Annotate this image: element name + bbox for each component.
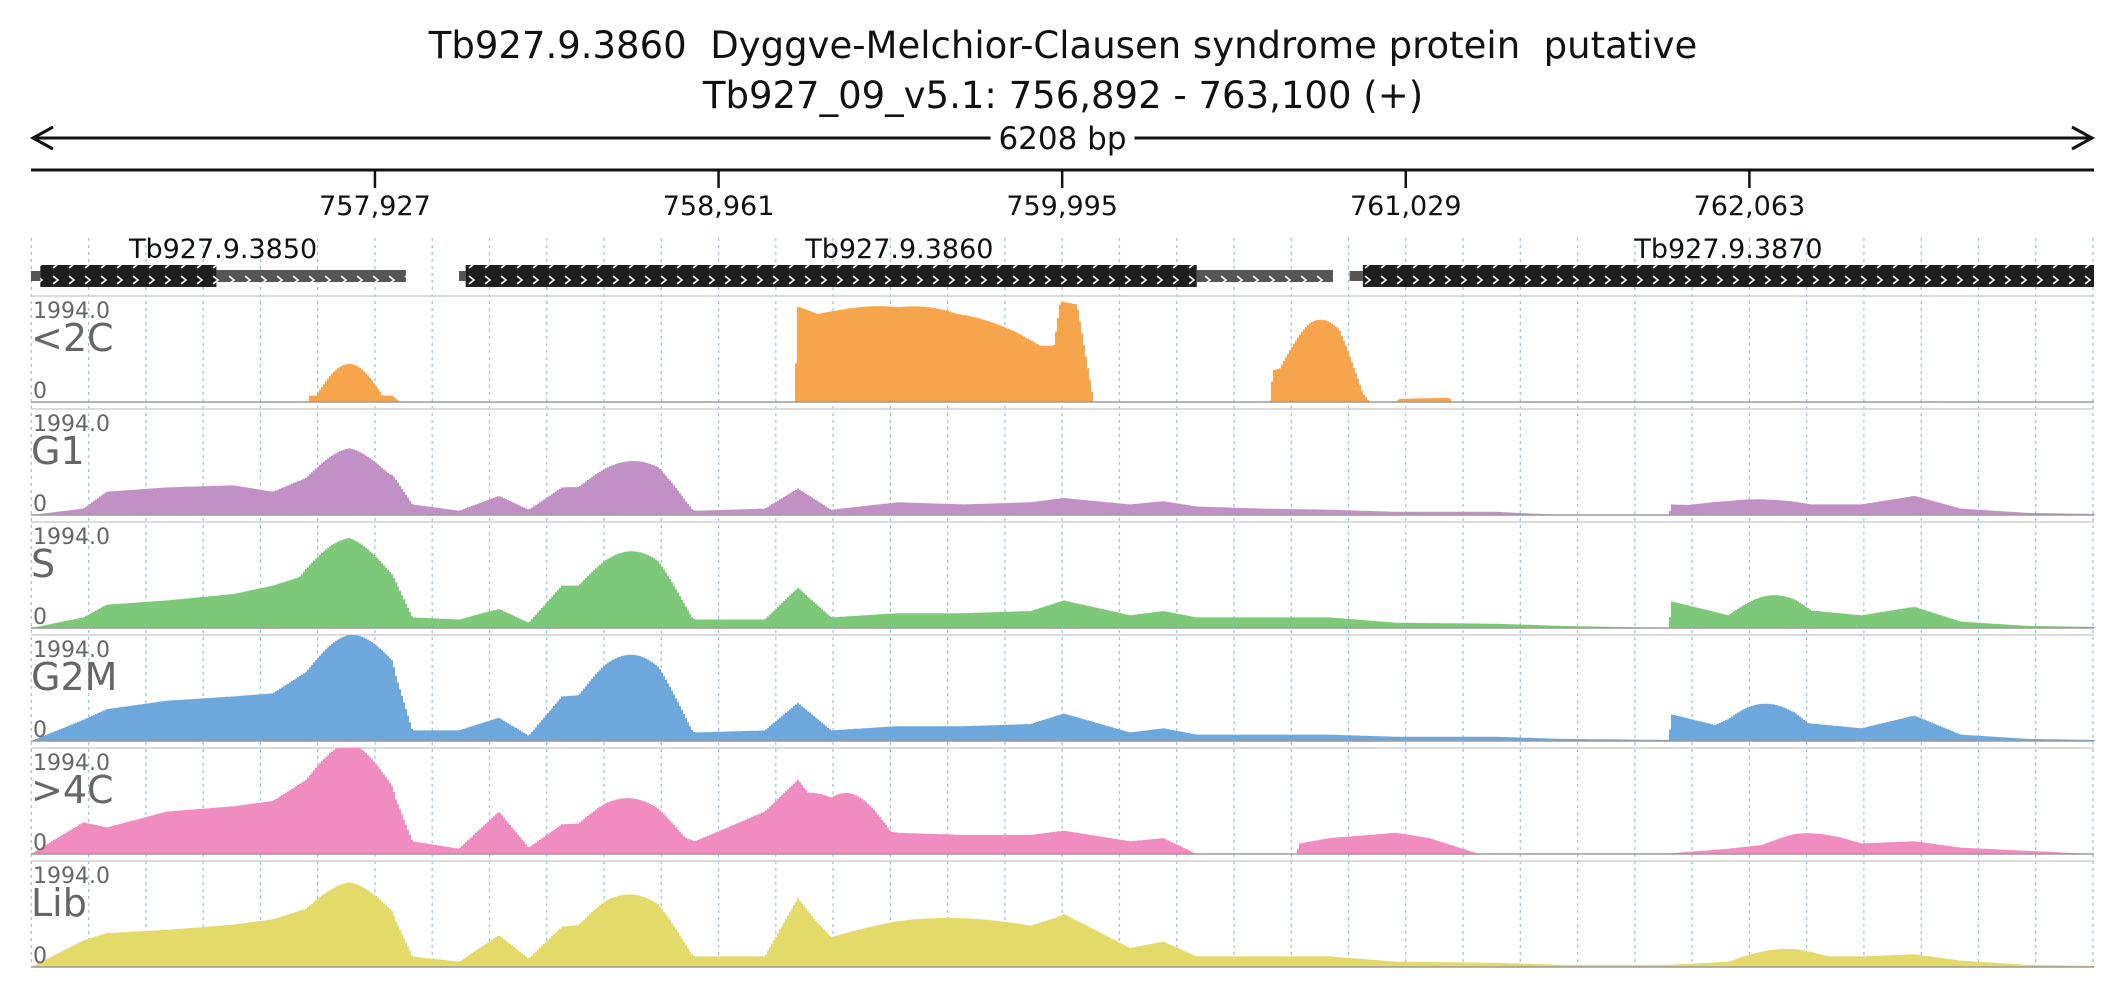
chart-subtitle: Tb927_09_v5.1: 756,892 - 763,100 (+) [702,74,1424,117]
gene-cds-chevrons [1362,265,2094,287]
gene-cds-chevrons [40,265,217,287]
track-name: <2C [31,316,114,360]
ruler-tick-label: 761,029 [1350,191,1462,222]
track-min-label: 0 [33,944,47,969]
ruler-tick-label: 759,995 [1006,191,1118,222]
span-arrow-right-head [2071,125,2096,151]
gene-utr3-chevrons [216,270,406,282]
coverage-area [33,538,2095,628]
track-min-label: 0 [33,379,47,404]
gene-utr5 [459,271,466,281]
track-max-label: 1994.0 [33,412,110,437]
track-max-label: 1994.0 [33,525,110,550]
track-max-label: 1994.0 [33,299,110,324]
track-max-label: 1994.0 [33,751,110,776]
track-min-label: 0 [33,605,47,630]
coverage-area [307,301,1453,402]
track-name: Lib [31,881,87,925]
ruler-tick-label: 757,927 [319,191,431,222]
coverage-area [31,635,2095,741]
track-max-label: 1994.0 [33,638,110,663]
track-min-label: 0 [33,831,47,856]
gene-label: Tb927.9.3870 [1633,234,1822,265]
ruler-tick-label: 758,961 [663,191,775,222]
gene-cds-chevrons [465,265,1197,287]
gene-utr3-chevrons [1196,270,1334,282]
track-name: S [31,542,55,586]
coverage-area [31,882,2095,967]
span-label-bg [990,118,1135,158]
ruler-tick-label: 762,063 [1694,191,1806,222]
track-name: G2M [31,655,117,699]
gene-utr5 [31,271,41,281]
gene-utr5 [1349,271,1363,281]
chart-title: Tb927.9.3860 Dyggve-Melchior-Clausen syn… [428,24,1698,67]
span-label: 6208 bp [998,121,1126,157]
track-max-label: 1994.0 [33,864,110,889]
track-min-label: 0 [33,718,47,743]
coverage-area [33,448,2095,515]
coverage-area [31,748,2087,854]
gene-label: Tb927.9.3850 [128,234,317,265]
track-min-label: 0 [33,492,47,517]
track-name: >4C [31,768,114,812]
span-arrow-left-head [29,125,54,151]
track-name: G1 [31,429,85,473]
gene-label: Tb927.9.3860 [804,234,993,265]
